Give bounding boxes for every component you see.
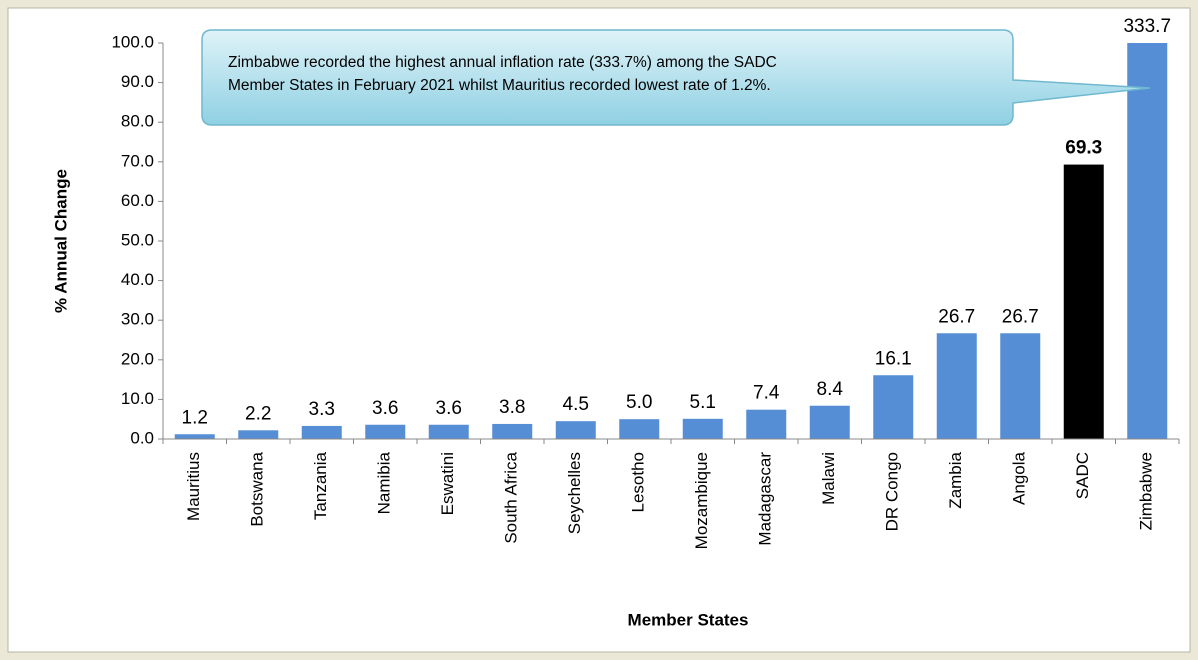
x-axis-title: Member States <box>628 610 749 629</box>
x-tick-label: Zimbabwe <box>1137 452 1156 530</box>
y-tick-label: 80.0 <box>121 112 154 131</box>
x-tick-label: Namibia <box>375 451 394 514</box>
bar <box>809 405 850 439</box>
callout <box>201 29 1151 126</box>
bar <box>365 424 406 439</box>
y-tick-label: 50.0 <box>121 230 154 249</box>
x-tick-label: Mozambique <box>692 452 711 549</box>
bar <box>873 375 914 439</box>
x-tick-label: Eswatini <box>438 452 457 515</box>
y-tick-label: 90.0 <box>121 72 154 91</box>
bar <box>619 419 660 439</box>
bar <box>682 418 723 439</box>
x-tick-label: DR Congo <box>883 452 902 531</box>
x-tick-label: Tanzania <box>311 451 330 520</box>
x-tick-label: SADC <box>1073 452 1092 499</box>
value-label: 1.2 <box>182 407 208 428</box>
y-axis-title: % Annual Change <box>51 169 70 313</box>
x-tick-label: Angola <box>1010 451 1029 504</box>
value-label: 3.6 <box>372 398 398 419</box>
value-label: 8.4 <box>817 379 844 400</box>
value-label: 5.1 <box>690 392 716 413</box>
value-label: 5.0 <box>626 392 652 413</box>
x-tick-label: Lesotho <box>629 452 648 513</box>
x-tick-label: Botswana <box>248 451 267 526</box>
y-tick-label: 100.0 <box>111 32 154 51</box>
annotation-line: Zimbabwe recorded the highest annual inf… <box>228 54 777 71</box>
y-tick-label: 40.0 <box>121 270 154 289</box>
value-label: 26.7 <box>938 306 975 327</box>
bar <box>1063 164 1104 439</box>
y-tick-label: 0.0 <box>130 428 154 447</box>
annotation-line: Member States in February 2021 whilst Ma… <box>228 77 771 94</box>
bar <box>1127 43 1168 439</box>
x-tick-label: Zambia <box>946 451 965 508</box>
bar <box>174 434 215 439</box>
bar <box>492 423 533 439</box>
bar <box>301 425 342 439</box>
value-label: 7.4 <box>753 383 780 404</box>
value-label: 2.2 <box>245 403 271 424</box>
x-tick-label: Seychelles <box>565 452 584 534</box>
x-tick-label: Malawi <box>819 452 838 505</box>
bar <box>936 333 977 439</box>
value-label: 26.7 <box>1002 306 1039 327</box>
x-tick-label: South Africa <box>502 451 521 543</box>
y-tick-label: 60.0 <box>121 191 154 210</box>
bar <box>555 421 596 439</box>
bar <box>1000 333 1041 439</box>
bar <box>428 424 469 439</box>
bar <box>238 430 279 439</box>
value-label: 4.5 <box>563 394 589 415</box>
y-tick-label: 10.0 <box>121 389 154 408</box>
y-tick-label: 20.0 <box>121 349 154 368</box>
x-tick-label: Madagascar <box>756 452 775 546</box>
y-tick-label: 70.0 <box>121 151 154 170</box>
plot-area <box>174 43 1168 439</box>
y-tick-label: 30.0 <box>121 310 154 329</box>
value-label: 3.8 <box>499 397 525 418</box>
value-label: 3.6 <box>436 398 462 419</box>
value-label: 16.1 <box>875 348 912 369</box>
value-label: 3.3 <box>309 399 335 420</box>
x-tick-label: Mauritius <box>184 452 203 521</box>
value-label: 333.7 <box>1123 16 1171 37</box>
bar <box>746 409 787 439</box>
value-label: 69.3 <box>1065 138 1102 159</box>
